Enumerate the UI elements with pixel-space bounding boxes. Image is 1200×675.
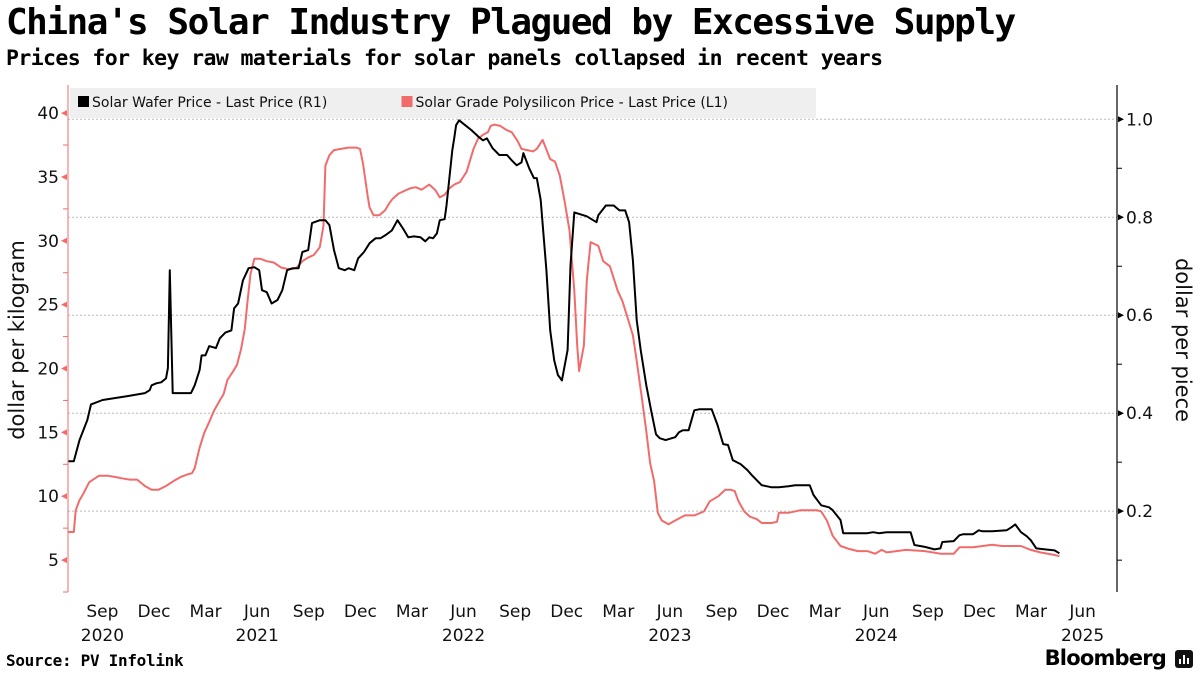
left-axis-tick-marker	[61, 237, 67, 244]
x-axis-month-label: Sep	[86, 602, 118, 622]
x-axis-month-label: Mar	[602, 602, 634, 622]
x-axis-month-label: Sep	[912, 602, 944, 622]
right-axis-tick-label: 0.4	[1126, 404, 1153, 424]
chart-title: China's Solar Industry Plagued by Excess…	[6, 2, 1016, 43]
legend-label: Solar Grade Polysilicon Price - Last Pri…	[416, 95, 728, 111]
right-axis: 0.2 0.4 0.6 0.8 1.0	[1116, 85, 1153, 592]
left-axis-tick-label: 15	[37, 423, 59, 443]
x-axis-month-label: Jun	[862, 602, 890, 622]
x-axis-year-label: 2020	[81, 626, 124, 646]
left-axis-tick-marker	[61, 110, 67, 117]
x-axis-month-label: Mar	[1015, 602, 1047, 622]
x-axis-month-label: Jun	[1068, 602, 1096, 622]
right-axis-tick-marker	[1118, 116, 1124, 123]
left-axis-tick-label: 40	[37, 104, 59, 124]
left-axis-tick-marker	[61, 557, 67, 564]
legend-label: Solar Wafer Price - Last Price (R1)	[92, 95, 327, 111]
left-axis-tick-marker	[61, 301, 67, 308]
right-axis-tick-label: 1.0	[1126, 110, 1153, 130]
left-axis-tick-marker	[61, 429, 67, 436]
x-axis-month-label: Dec	[138, 602, 171, 622]
right-axis-tick-marker	[1118, 508, 1124, 515]
x-axis-year-label: 2023	[648, 626, 691, 646]
series-lines	[68, 119, 1060, 558]
wafer-price-line	[68, 119, 1060, 555]
right-axis-tick-label: 0.8	[1126, 208, 1153, 228]
x-axis-month-label: Jun	[656, 602, 684, 622]
right-axis-title: dollar per piece	[1171, 258, 1195, 422]
legend-swatch	[78, 96, 89, 107]
x-axis-year-label: 2024	[855, 626, 898, 646]
legend: Solar Wafer Price - Last Price (R1) Solar…	[78, 95, 728, 111]
left-axis: 5 10 15 20 25 30 35 40	[37, 85, 69, 593]
left-axis-tick-label: 10	[37, 487, 59, 507]
right-axis-tick-marker	[1118, 214, 1124, 221]
right-axis-tick-marker	[1118, 410, 1124, 417]
left-axis-tick-label: 30	[37, 232, 59, 252]
x-axis-month-label: Jun	[449, 602, 477, 622]
x-axis-month-label: Mar	[809, 602, 841, 622]
x-axis-month-label: Sep	[293, 602, 325, 622]
x-axis-month-label: Dec	[757, 602, 790, 622]
gridlines	[68, 118, 1117, 512]
x-axis: Sep 2020 Dec Mar Jun 2021 Sep Dec Mar Jun 2022 Sep D…	[81, 602, 1104, 646]
left-axis-tick-label: 5	[48, 551, 59, 571]
x-axis-month-label: Mar	[190, 602, 222, 622]
right-axis-tick-label: 0.6	[1126, 306, 1153, 326]
left-axis-tick-label: 25	[37, 296, 59, 316]
left-axis-tick-marker	[61, 173, 67, 180]
left-axis-title: dollar per kilogram	[5, 240, 29, 440]
left-axis-tick-label: 20	[37, 360, 59, 380]
bloomberg-logo: Bloomberg	[1044, 646, 1167, 670]
x-axis-month-label: Sep	[705, 602, 737, 622]
left-axis-tick-marker	[61, 493, 67, 500]
x-axis-month-label: Jun	[243, 602, 271, 622]
x-axis-year-label: 2022	[442, 626, 485, 646]
bloomberg-chart-icon	[1175, 650, 1193, 668]
x-axis-month-label: Dec	[550, 602, 583, 622]
legend-swatch	[401, 96, 413, 107]
source-note: Source: PV Infolink	[6, 651, 184, 670]
x-axis-month-label: Mar	[396, 602, 428, 622]
x-axis-month-label: Dec	[963, 602, 996, 622]
polysilicon-price-line	[68, 123, 1060, 558]
x-axis-month-label: Dec	[344, 602, 377, 622]
right-axis-tick-marker	[1118, 312, 1124, 319]
x-axis-year-label: 2025	[1061, 626, 1104, 646]
chart-subtitle: Prices for key raw materials for solar p…	[6, 46, 883, 71]
left-axis-tick-marker	[61, 365, 67, 372]
x-axis-month-label: Sep	[499, 602, 531, 622]
legend-background	[70, 88, 816, 118]
left-axis-tick-label: 35	[37, 168, 59, 188]
right-axis-tick-label: 0.2	[1126, 502, 1153, 522]
x-axis-year-label: 2021	[236, 626, 279, 646]
